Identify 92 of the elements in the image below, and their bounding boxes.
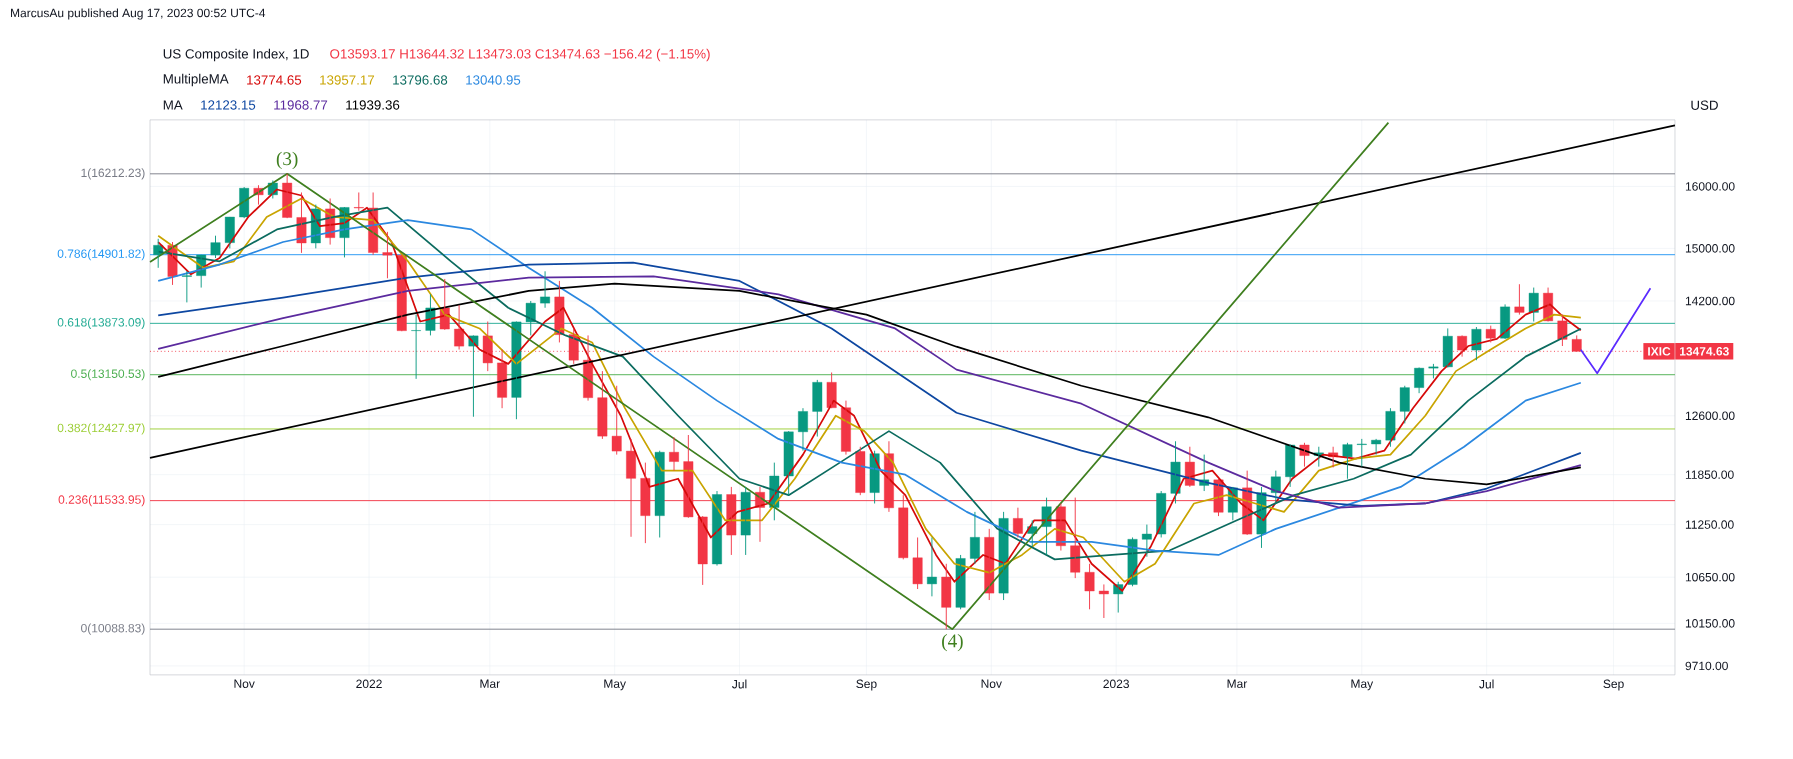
x-tick-label: 2023 — [1103, 679, 1129, 689]
text: 12123.15 — [201, 100, 256, 110]
candlestick — [525, 300, 536, 336]
candlestick — [611, 385, 622, 456]
candlestick — [1471, 326, 1482, 361]
candlestick — [1528, 287, 1539, 322]
candlestick — [210, 235, 221, 259]
candlestick — [382, 231, 393, 279]
candlestick — [1557, 314, 1568, 347]
x-tick-label: Sep — [1603, 679, 1624, 691]
annotation: (3) — [276, 151, 298, 170]
y-tick-label: 11850.00 — [1685, 470, 1734, 479]
ref-line-label: 0.5(13150.53) — [71, 369, 145, 381]
text: 13957.17 — [320, 75, 375, 85]
x-tick-label: May — [604, 679, 626, 691]
y-tick-label: 16000.00 — [1685, 182, 1735, 191]
candlestick — [511, 321, 522, 420]
x-tick-label: Nov — [234, 679, 255, 688]
candlestick — [597, 370, 608, 440]
x-tick-label: Jul — [1479, 679, 1494, 689]
y-tick-label: 10150.00 — [1685, 619, 1735, 628]
candlestick — [740, 486, 751, 556]
candlestick — [1371, 438, 1382, 456]
candlestick — [1442, 327, 1453, 368]
candlestick — [181, 270, 192, 303]
candlestick — [353, 192, 364, 212]
ref-line-label: 0.618(13873.09) — [57, 317, 145, 329]
candlestick — [869, 450, 880, 504]
text: 11968.77 — [274, 100, 328, 110]
y-tick-label: 11250.00 — [1685, 520, 1734, 529]
x-tick-label: Sep — [856, 679, 877, 691]
text: 13040.95 — [466, 75, 521, 85]
chart-title: US Composite Index, 1D — [163, 48, 309, 62]
text: 13796.68 — [393, 75, 448, 85]
candlestick — [1485, 325, 1496, 343]
text: MA — [163, 100, 183, 110]
ref-line-label: 0.786(14901.82) — [57, 249, 145, 261]
candlestick — [1098, 583, 1109, 619]
candlestick — [1141, 524, 1152, 558]
x-tick-label: Jul — [732, 679, 747, 689]
text: O13593.17 H13644.32 L13473.03 C13474.63 −156.42 (−1.15%) — [330, 48, 710, 62]
ref-line-label: 0.236(11533.95) — [58, 495, 145, 507]
y-tick-label: 15000.00 — [1685, 244, 1735, 253]
candlestick — [540, 270, 550, 309]
x-tick-label: Mar — [480, 679, 500, 688]
y-tick-label: 10650.00 — [1685, 572, 1735, 582]
candlestick — [697, 515, 708, 586]
annotation: (4) — [942, 633, 963, 652]
candlestick — [1170, 440, 1181, 504]
annotation: IXIC — [1648, 347, 1671, 356]
x-tick-label: Nov — [981, 679, 1002, 688]
y-tick-label: 9710.00 — [1685, 661, 1728, 671]
x-tick-label: Mar — [1227, 679, 1248, 688]
text: MarcusAu published Aug 17, 2023 00:52 UTC-4 — [11, 8, 266, 20]
x-tick-label: May — [1351, 679, 1374, 691]
y-tick-label: 14200.00 — [1685, 296, 1735, 306]
candlestick — [1514, 283, 1525, 316]
candlestick — [1356, 438, 1367, 468]
candlestick — [654, 450, 665, 538]
candlestick — [1428, 363, 1439, 379]
candlestick — [1385, 407, 1396, 448]
text: MultipleMA — [163, 73, 229, 87]
candlestick — [1084, 563, 1095, 610]
candlestick — [826, 372, 837, 409]
line-series — [149, 121, 1390, 631]
candlestick — [224, 216, 235, 249]
candlestick — [812, 379, 823, 438]
candlestick — [282, 173, 293, 219]
candlestick — [239, 186, 250, 219]
y-tick-label: 12600.00 — [1685, 411, 1735, 421]
candlestick — [855, 446, 866, 496]
ref-line-label: 13474.63 — [1679, 347, 1729, 356]
text: 11939.36 — [346, 100, 400, 110]
candlestick — [783, 430, 794, 496]
candlestick — [1285, 443, 1296, 488]
candlestick — [955, 554, 966, 610]
candlestick — [1342, 442, 1353, 480]
candlestick — [941, 563, 952, 630]
ref-line-label: 0.382(12427.97) — [57, 423, 145, 435]
candlestick — [912, 537, 923, 590]
ref-line-label: 0(10088.83) — [81, 623, 145, 635]
candlestick — [1399, 385, 1410, 424]
candlestick — [296, 192, 307, 254]
y-axis-title: USD — [1691, 100, 1718, 110]
candlestick — [1184, 446, 1195, 488]
candlestick — [411, 314, 422, 380]
candlestick — [1270, 470, 1281, 504]
text: 13774.65 — [247, 75, 302, 85]
candlestick — [1156, 490, 1167, 538]
candlestick — [927, 537, 937, 597]
x-tick-label: 2022 — [356, 679, 382, 689]
ref-line-label: 1(16212.23) — [81, 168, 145, 180]
